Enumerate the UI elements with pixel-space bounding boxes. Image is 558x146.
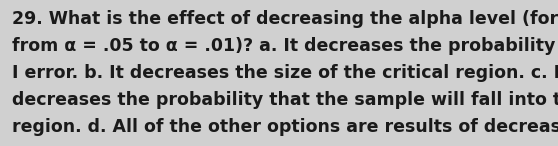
Text: region. d. All of the other options are results of decreasing alpha.: region. d. All of the other options are … xyxy=(12,118,558,136)
Text: from α = .05 to α = .01)? a. It decreases the probability of a Type: from α = .05 to α = .01)? a. It decrease… xyxy=(12,37,558,55)
Text: I error. b. It decreases the size of the critical region. c. It: I error. b. It decreases the size of the… xyxy=(12,64,558,82)
Text: 29. What is the effect of decreasing the alpha level (for example,: 29. What is the effect of decreasing the… xyxy=(12,10,558,28)
Text: decreases the probability that the sample will fall into the critical: decreases the probability that the sampl… xyxy=(12,91,558,109)
